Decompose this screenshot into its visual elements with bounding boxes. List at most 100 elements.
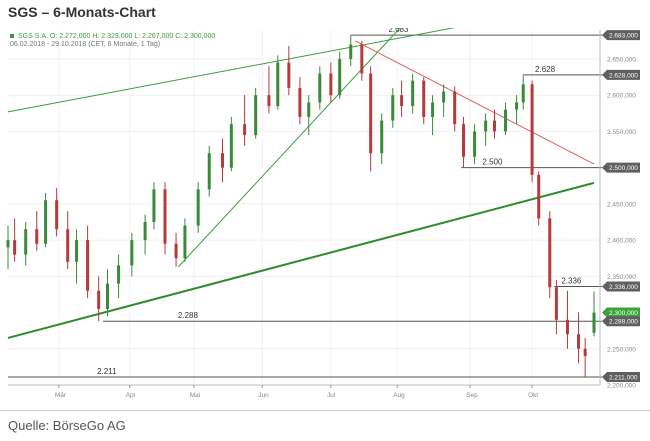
y-tick-label: 2.500,000 [609, 165, 638, 172]
y-price-marker [602, 162, 640, 173]
candle-body [143, 221, 147, 241]
y-tick-label: 2.200,000 [607, 383, 636, 390]
candle-body [411, 80, 415, 107]
candle-body [220, 153, 224, 168]
y-price-marker [602, 30, 640, 41]
candle-body [484, 120, 488, 132]
horizontal-levels: 2.683 2.628 2.500 2.336 2.288 2.211 [8, 28, 602, 378]
candle-body [267, 95, 271, 107]
level-label: 2.336 [561, 276, 582, 285]
y-tick-label: 2.288,000 [609, 319, 638, 326]
level-label: 2.500 [482, 158, 503, 167]
candle-body [369, 73, 373, 154]
candle-body [592, 312, 596, 333]
candle-body [243, 124, 247, 136]
candle-body [229, 124, 233, 168]
candle-body [554, 287, 558, 320]
candle-body [97, 290, 101, 309]
candle-body [565, 319, 569, 335]
candles [6, 35, 596, 378]
candle-body [44, 200, 48, 244]
x-axis: Mär Apr Mai Jun Jul Aug Sep Okt [8, 384, 600, 399]
y-tick-label: 2.250,000 [607, 346, 636, 353]
x-tick-label: Apr [126, 392, 137, 399]
y-tick-label: 2.683,000 [609, 33, 638, 40]
candle-body [548, 218, 552, 288]
candle-body [515, 102, 519, 110]
trend-line [177, 28, 401, 268]
candle-body [504, 109, 508, 132]
y-price-marker [602, 69, 640, 80]
candle-body [462, 124, 466, 157]
candle-body [577, 334, 581, 349]
candle-body [442, 91, 446, 103]
y-tick-label: 2.350,000 [607, 274, 636, 281]
candle-body [349, 44, 353, 59]
x-tick-label: Okt [528, 392, 538, 399]
x-tick-label: Jul [327, 392, 336, 399]
y-tick-label: 2.628,000 [609, 72, 638, 79]
x-tick-label: Sep [466, 392, 478, 399]
y-tick-label: 2.650,000 [607, 56, 636, 63]
candle-body [307, 102, 311, 117]
candle-body [287, 62, 291, 88]
y-tick-label: 2.600,000 [607, 93, 636, 100]
x-gridlines [58, 30, 533, 385]
x-tick-label: Mai [190, 392, 200, 399]
footer-divider [0, 410, 650, 411]
candle-body [196, 189, 200, 226]
candle-body [75, 240, 79, 262]
y-price-marker [602, 316, 640, 327]
candle-body [537, 174, 541, 219]
chart-header-line1: SGS S.A. O: 2.272,000 H: 2.329,000 L: 2.… [18, 33, 215, 40]
y-price-marker [602, 307, 640, 318]
y-tick-label: 2.300,000 [609, 310, 638, 317]
candle-body [106, 283, 110, 309]
candle-body [453, 91, 457, 125]
candle-body [422, 80, 426, 117]
y-tick-label: 2.336,000 [609, 284, 638, 291]
candle-body [117, 265, 121, 284]
candle-body [254, 95, 258, 136]
candle-body [6, 240, 10, 248]
chart-header: SGS S.A. O: 2.272,000 H: 2.329,000 L: 2.… [10, 33, 215, 48]
candle-body [66, 229, 70, 262]
price-chart: 2.683 2.628 2.500 2.336 2.288 2.211 2.683,000… [6, 28, 640, 399]
candle-body [380, 120, 384, 154]
legend-swatch [10, 34, 14, 38]
x-tick-label: Mär [55, 392, 67, 399]
x-tick-label: Aug [393, 392, 405, 399]
level-label: 2.628 [535, 65, 556, 74]
candle-body [174, 243, 178, 259]
candle-body [183, 225, 187, 259]
candle-body [530, 84, 534, 175]
trend-line [354, 40, 595, 165]
candle-body [318, 73, 322, 103]
y-tick-label: 2.450,000 [607, 201, 636, 208]
candle-body [583, 348, 587, 357]
trend-lines [7, 28, 595, 339]
candle-body [431, 102, 435, 117]
level-label: 2.683 [388, 28, 409, 34]
y-tick-label: 2.550,000 [607, 129, 636, 136]
trend-line [7, 181, 595, 339]
source-text: Quelle: BörseGo AG [8, 418, 126, 433]
candle-body [329, 73, 333, 96]
candle-body [521, 84, 525, 103]
candle-body [360, 44, 364, 74]
y-tick-label: 2.400,000 [607, 238, 636, 245]
y-gridlines [8, 58, 600, 386]
candle-body [163, 189, 167, 244]
candle-body [338, 58, 342, 96]
candle-body [130, 240, 134, 266]
y-price-marker [602, 372, 640, 383]
candle-body [400, 95, 404, 107]
candle-body [391, 95, 395, 121]
candle-body [24, 229, 28, 255]
level-label: 2.211 [97, 367, 117, 376]
candle-body [86, 240, 90, 291]
candle-body [152, 189, 156, 222]
candle-body [13, 240, 17, 255]
trend-line [7, 28, 456, 113]
y-tick-label: 2.211,000 [609, 375, 638, 382]
